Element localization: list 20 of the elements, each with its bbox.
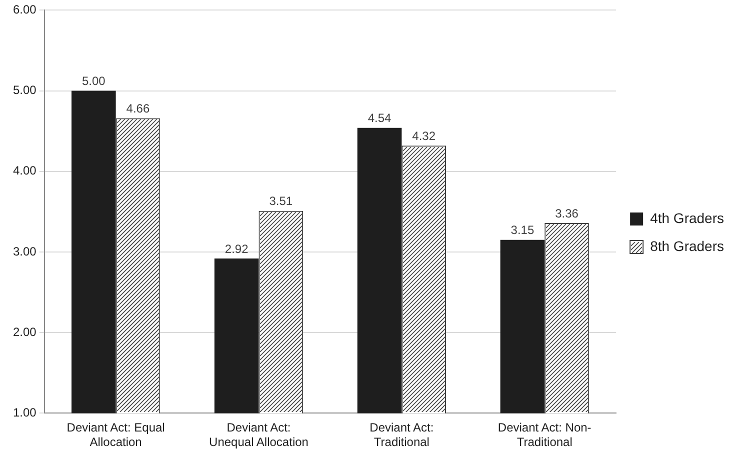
legend-label: 4th Graders: [650, 210, 724, 226]
x-tick-label: Deviant Act: Traditional: [370, 420, 434, 450]
data-label: 3.51: [269, 194, 293, 208]
y-tick-label: 2.00: [12, 324, 37, 339]
y-tick-label: 6.00: [12, 2, 37, 17]
data-label: 3.15: [510, 223, 534, 238]
data-label: 3.36: [555, 206, 579, 220]
x-tick-label: Deviant Act: Equal Allocation: [66, 420, 165, 450]
y-tick-label: 4.00: [12, 164, 37, 178]
data-label: 4.32: [412, 128, 436, 143]
y-tick-label: 5.00: [12, 83, 37, 98]
legend-label: 8th Graders: [650, 238, 724, 254]
data-label: 5.00: [82, 74, 106, 88]
data-label: 4.66: [126, 102, 150, 116]
x-tick-label: Deviant Act: Non-Traditional: [498, 420, 592, 450]
data-label: 4.54: [368, 111, 392, 126]
x-tick-label: Deviant Act: Unequal Allocation: [209, 420, 308, 450]
y-tick-label: 1.00: [12, 406, 37, 420]
y-tick-label: 3.00: [12, 244, 37, 258]
data-label: 2.92: [224, 242, 249, 256]
